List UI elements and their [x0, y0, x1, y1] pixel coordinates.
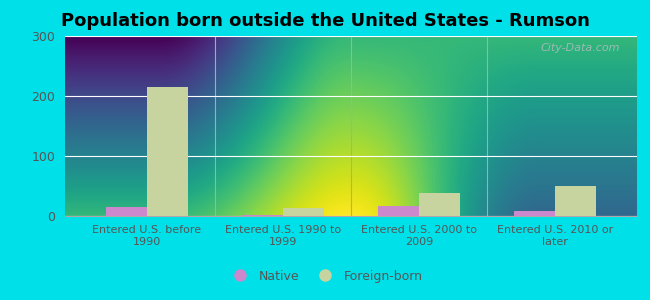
Bar	[242, 215, 283, 216]
Bar	[378, 206, 419, 216]
Text: City-Data.com: City-Data.com	[540, 43, 620, 53]
Bar	[106, 207, 147, 216]
Legend: Native, Foreign-born: Native, Foreign-born	[223, 265, 427, 288]
Text: Population born outside the United States - Rumson: Population born outside the United State…	[60, 12, 590, 30]
Bar	[283, 208, 324, 216]
Bar	[514, 211, 555, 216]
Bar	[419, 193, 460, 216]
Bar	[555, 186, 596, 216]
Bar	[147, 87, 188, 216]
